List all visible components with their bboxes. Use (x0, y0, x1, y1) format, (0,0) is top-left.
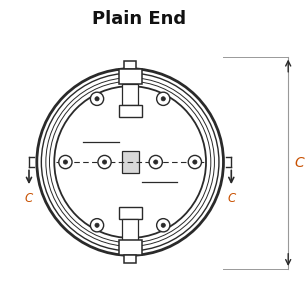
Circle shape (90, 92, 104, 106)
Bar (119, 105, 142, 118)
Circle shape (95, 97, 99, 101)
Bar (124, 255, 136, 263)
Bar (122, 84, 138, 105)
Circle shape (63, 160, 68, 164)
Circle shape (161, 97, 165, 101)
Circle shape (161, 223, 165, 227)
Bar (124, 61, 136, 69)
Circle shape (157, 218, 170, 232)
Circle shape (98, 155, 111, 169)
Text: C: C (295, 156, 304, 170)
Circle shape (193, 160, 197, 164)
Bar (122, 219, 138, 240)
Bar (121, 151, 139, 174)
Bar (119, 240, 142, 255)
Bar (119, 207, 142, 219)
Circle shape (59, 155, 72, 169)
Text: C: C (25, 192, 33, 205)
Circle shape (95, 223, 99, 227)
Circle shape (90, 218, 104, 232)
Text: Plain End: Plain End (92, 10, 186, 28)
Text: C: C (227, 192, 235, 205)
Circle shape (154, 160, 158, 164)
Circle shape (149, 155, 162, 169)
Circle shape (157, 92, 170, 106)
Circle shape (103, 160, 107, 164)
Circle shape (188, 155, 201, 169)
Bar (119, 69, 142, 84)
